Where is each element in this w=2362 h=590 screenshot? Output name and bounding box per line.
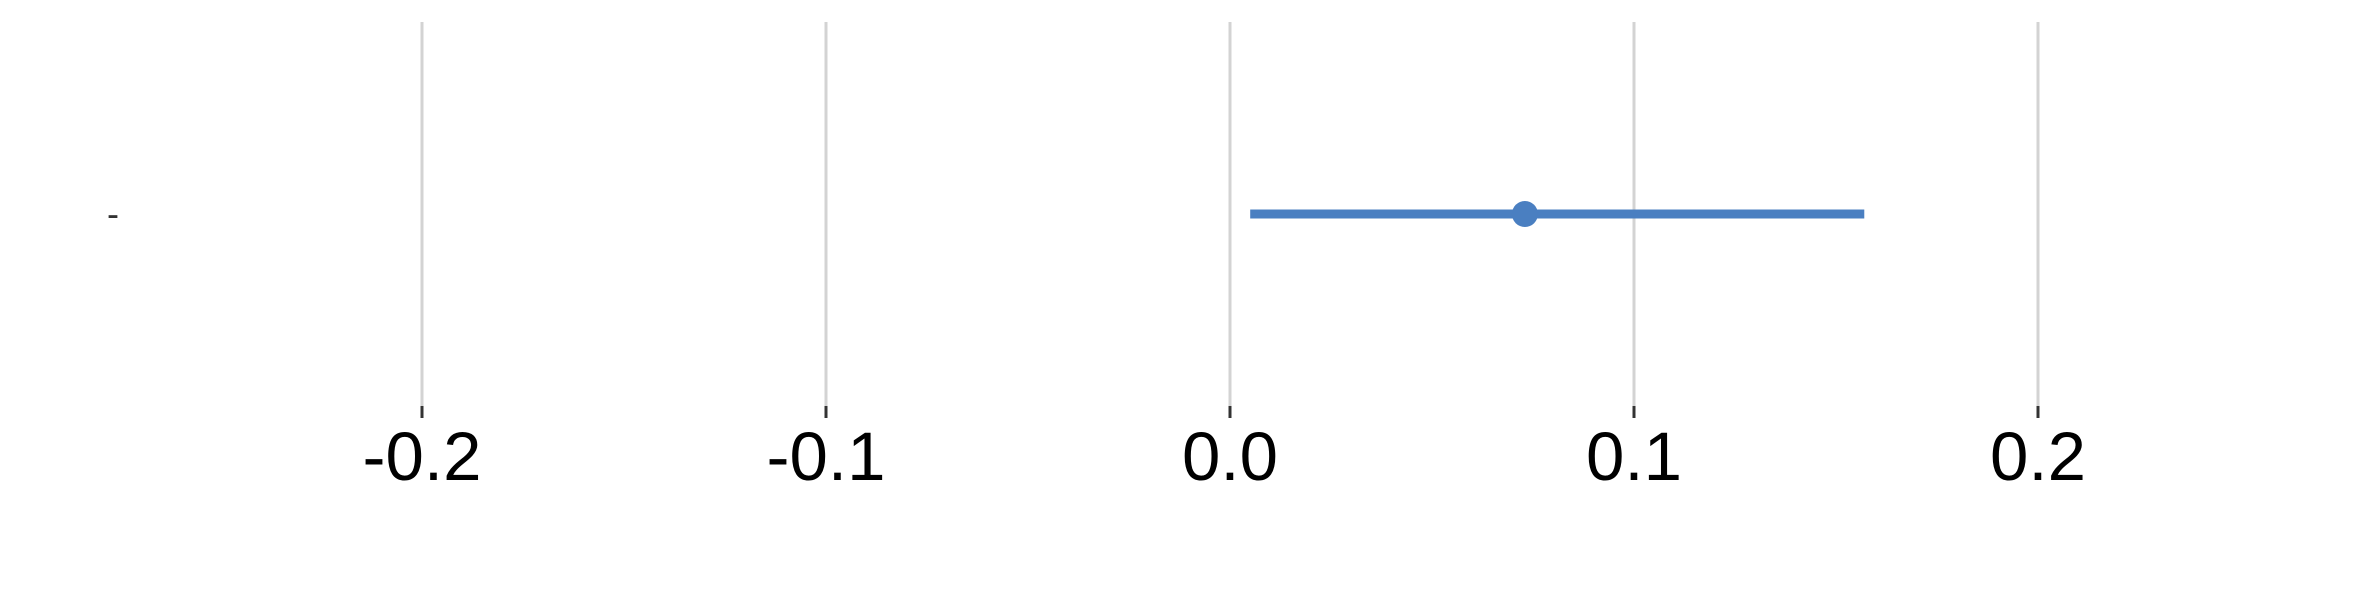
x-tick-label: 0.2 xyxy=(1990,418,2086,495)
x-axis: -0.2 -0.1 0.0 0.1 0.2 xyxy=(363,406,2086,495)
x-tick-label: 0.1 xyxy=(1586,418,1682,495)
estimates-series xyxy=(1250,201,1865,227)
row-label: - xyxy=(107,193,119,234)
grid-layer xyxy=(420,22,2040,410)
x-tick-label: -0.1 xyxy=(767,418,886,495)
x-tick-label: 0.0 xyxy=(1182,418,1278,495)
row-labels: - xyxy=(107,193,119,234)
x-tick-label: -0.2 xyxy=(363,418,482,495)
point-estimate-marker xyxy=(1511,201,1538,227)
